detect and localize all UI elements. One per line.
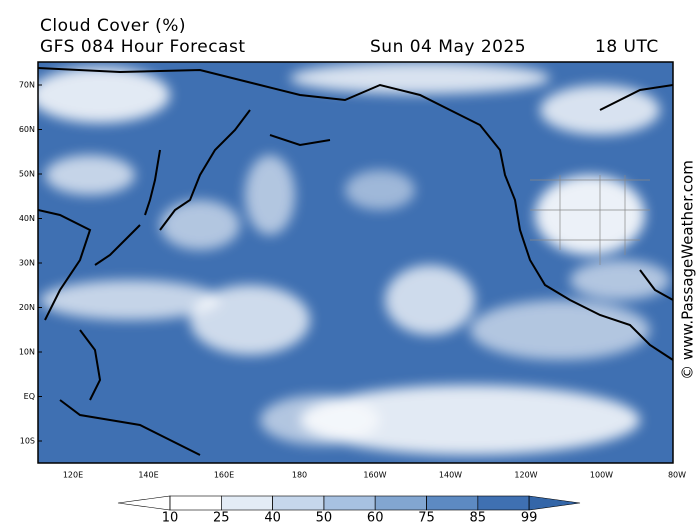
lat-label: 20N (19, 303, 35, 312)
subtitle: GFS 084 Hour Forecast (40, 37, 246, 57)
colorbar-segment (477, 495, 530, 511)
lat-label: 10S (20, 437, 35, 446)
lon-label: 80W (668, 471, 686, 480)
lon-label: 160E (214, 471, 234, 480)
colorbar-segment (272, 495, 325, 511)
lon-label: 180 (292, 471, 307, 480)
lat-label: 70N (19, 81, 35, 90)
colorbar-high (528, 495, 581, 511)
lat-label: 30N (19, 259, 35, 268)
lon-label: 160W (363, 471, 386, 480)
colorbar-label: 40 (264, 511, 281, 525)
state-borders (530, 175, 650, 265)
credit: © www.PassageWeather.com (679, 160, 697, 380)
lat-label: EQ (24, 392, 35, 401)
lat-label: 10N (19, 348, 35, 357)
colorbar-label: 60 (367, 511, 384, 525)
lat-label: 40N (19, 214, 35, 223)
colorbar-segment (374, 495, 427, 511)
colorbar-segment (323, 495, 376, 511)
lon-label: 120E (63, 471, 83, 480)
colorbar-label: 99 (521, 511, 538, 525)
cloud-map (38, 62, 673, 463)
colorbar-segment (169, 495, 222, 511)
title: Cloud Cover (%) (40, 16, 186, 36)
coastlines (38, 67, 673, 456)
lon-label: 120W (514, 471, 537, 480)
lon-label: 140E (138, 471, 158, 480)
colorbar-low (117, 495, 171, 511)
colorbar-segment (426, 495, 479, 511)
colorbar-label: 85 (470, 511, 487, 525)
colorbar-label: 10 (162, 511, 179, 525)
date: Sun 04 May 2025 (370, 37, 526, 57)
lon-label: 140W (439, 471, 462, 480)
lon-label: 100W (590, 471, 613, 480)
cloud-field (38, 62, 670, 455)
colorbar-segment (221, 495, 273, 511)
colorbar-label: 25 (213, 511, 230, 525)
lat-label: 50N (19, 170, 35, 179)
colorbar-label: 50 (316, 511, 333, 525)
colorbar-label: 75 (418, 511, 435, 525)
lat-label: 60N (19, 125, 35, 134)
time: 18 UTC (595, 37, 659, 57)
